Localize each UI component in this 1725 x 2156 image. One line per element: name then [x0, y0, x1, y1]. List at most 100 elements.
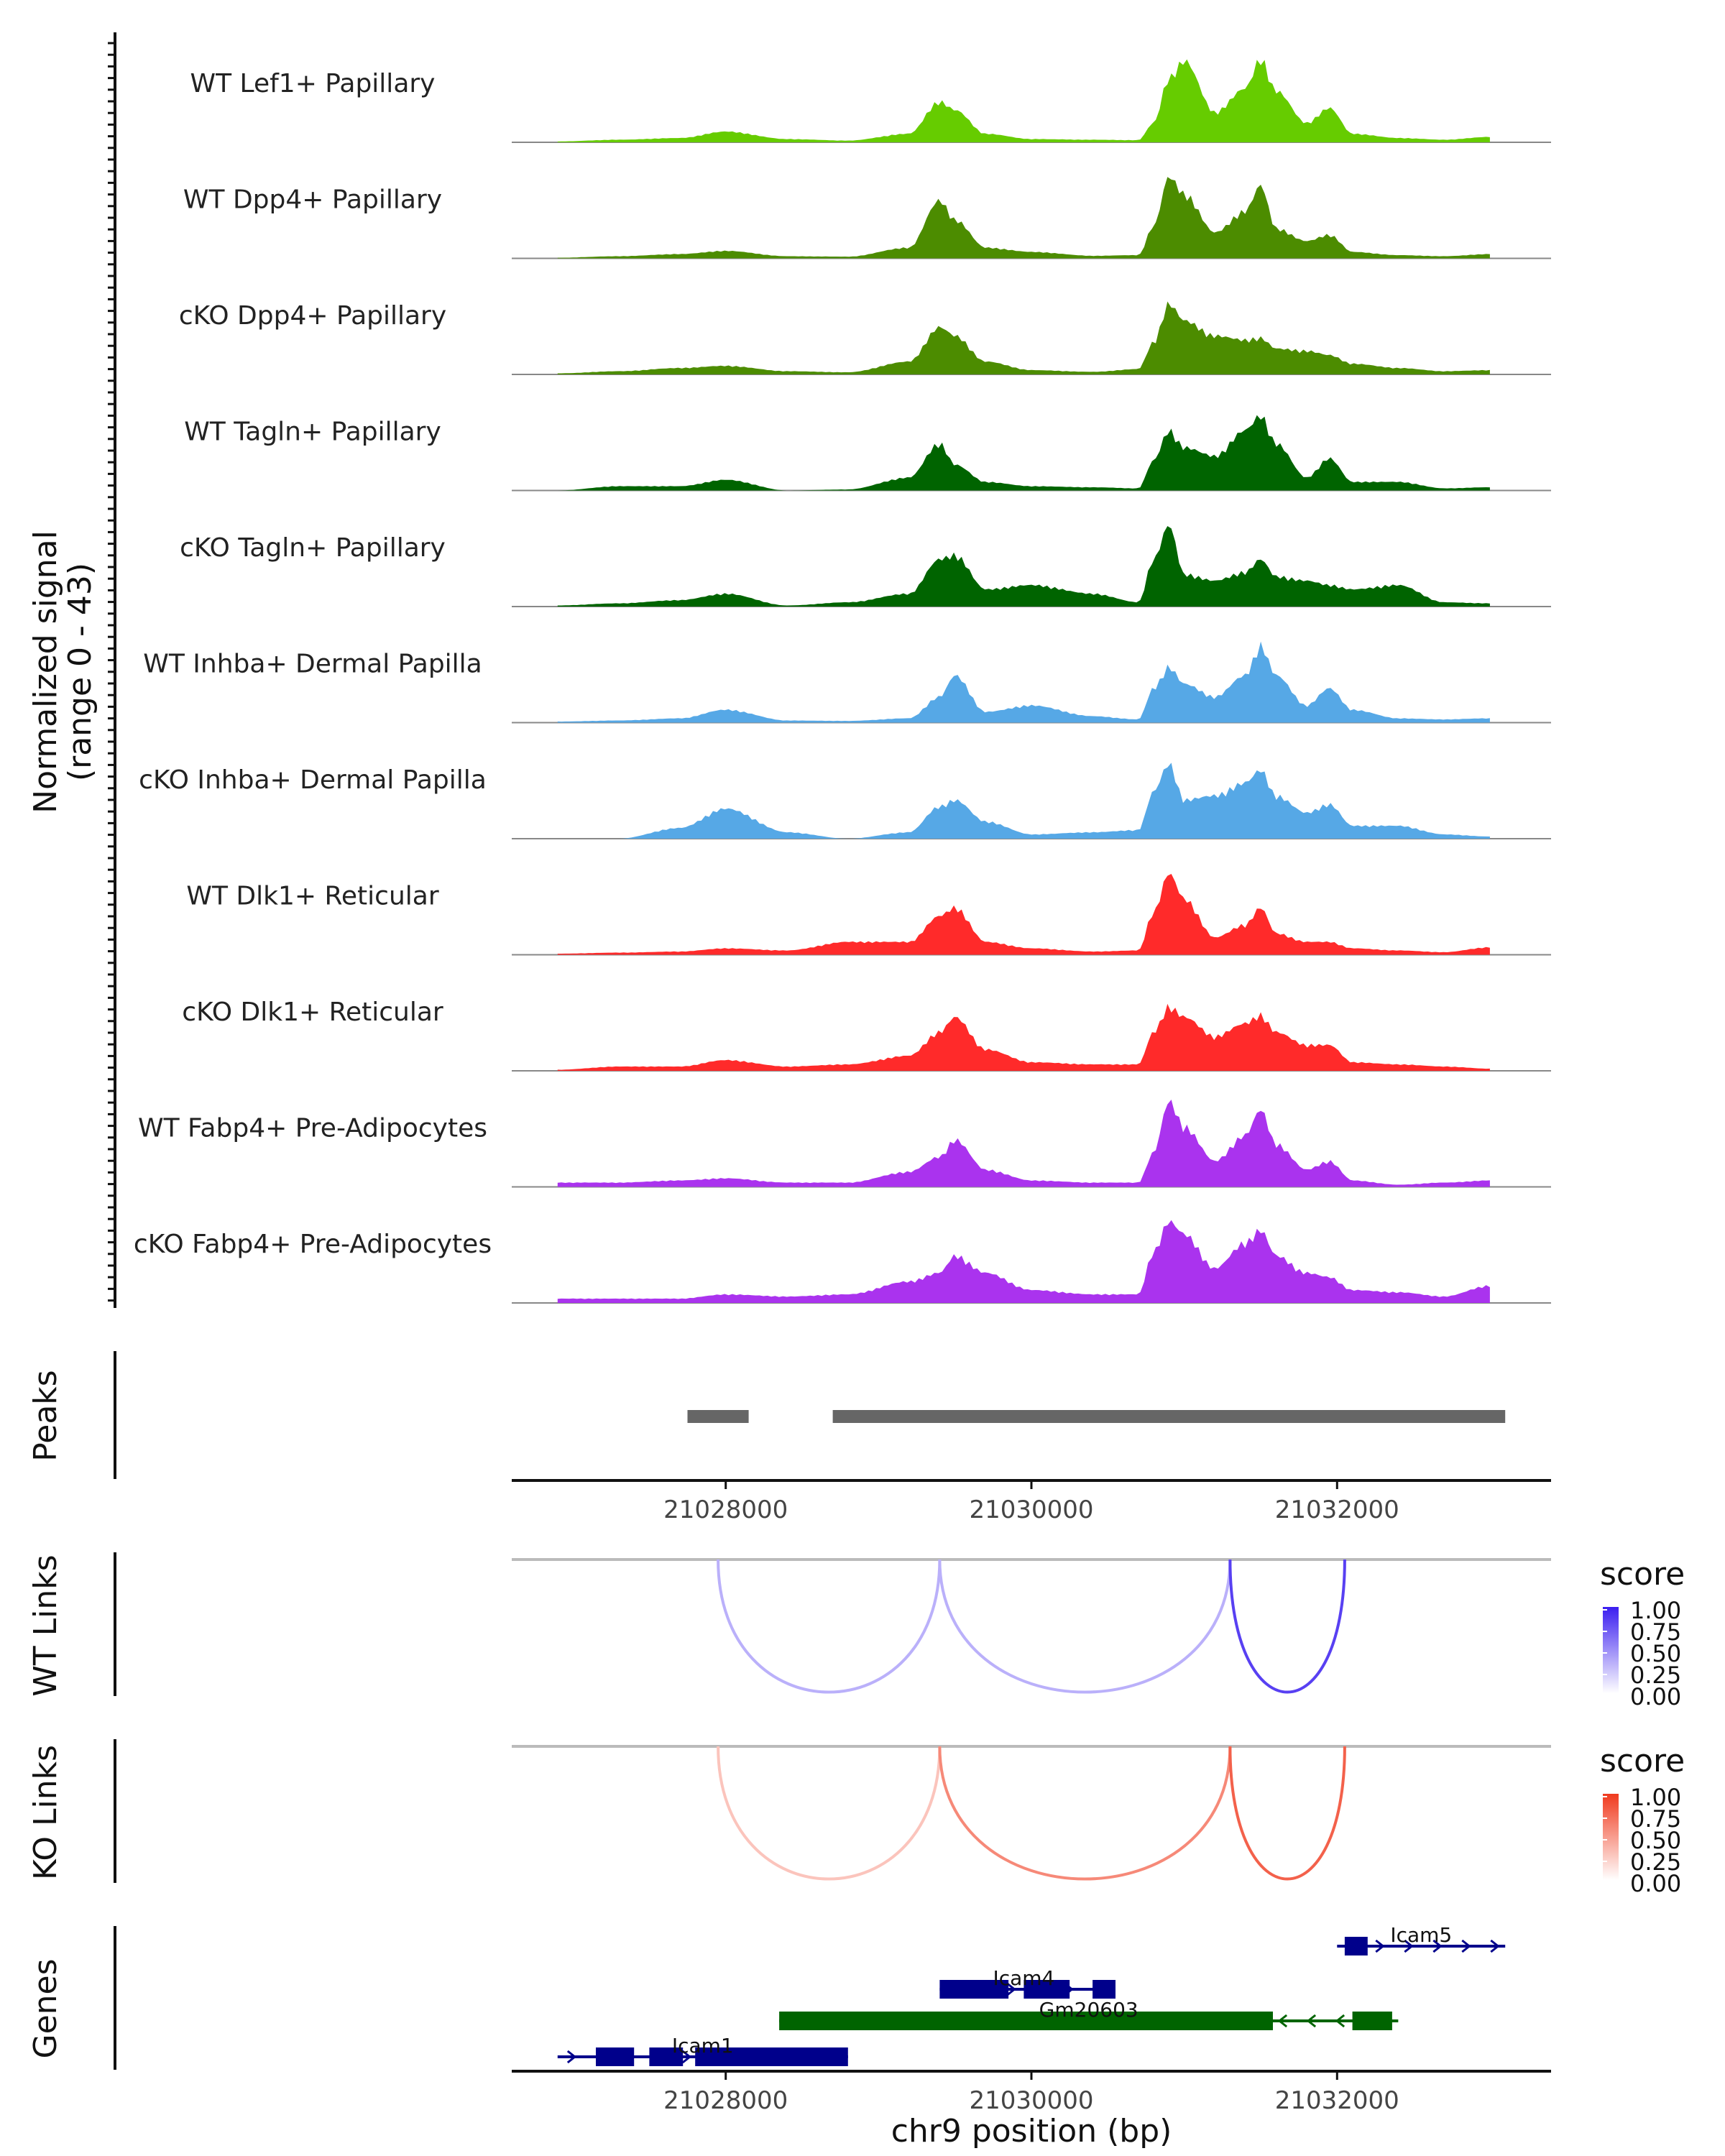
gene-exon [1344, 1937, 1368, 1955]
wt-links-label: WT Links [27, 1554, 64, 1696]
coverage-track: cKO Inhba+ Dermal Papilla [139, 763, 1551, 839]
coverage-area [557, 874, 1490, 955]
coverage-track: WT Inhba+ Dermal Papilla [143, 641, 1551, 724]
ko-links-label: KO Links [27, 1745, 64, 1880]
peaks-track [687, 1410, 1506, 1423]
legend-tick-label: 0.75 [1630, 1618, 1681, 1646]
wt-legend-title: score [1600, 1556, 1685, 1593]
legend-tick-label: 0.50 [1630, 1827, 1681, 1854]
coverage-y-axis [108, 32, 116, 1308]
gene-name: Icam1 [672, 2034, 734, 2058]
x-tick-label: 21028000 [663, 2086, 788, 2115]
gene-exon [1024, 1980, 1070, 1999]
x-axis-bottom: 21028000 21030000 21032000 [512, 2070, 1551, 2115]
peak-region [687, 1410, 749, 1423]
coverage-area [557, 1003, 1490, 1071]
coverage-ylabel-line1: Normalized signal [27, 530, 64, 814]
track-label: WT Inhba+ Dermal Papilla [143, 650, 482, 679]
coverage-track: WT Fabp4+ Pre-Adipocytes [138, 1100, 1551, 1188]
coverage-track: WT Lef1+ Papillary [190, 59, 1551, 143]
x-tick-label: 21032000 [1275, 1496, 1399, 1524]
strand-chevron [1404, 1939, 1414, 1953]
gene-exon [779, 2012, 1273, 2030]
coverage-area [557, 641, 1490, 723]
x-axis-top: 21028000 21030000 21032000 [512, 1479, 1551, 1524]
gene-exon [695, 2047, 848, 2066]
legend-tick-label: 0.25 [1630, 1848, 1681, 1876]
strand-chevron [1277, 2014, 1288, 2028]
track-label: cKO Tagln+ Papillary [180, 533, 446, 563]
coverage-area [557, 415, 1490, 491]
gene-exon [939, 1980, 1009, 1999]
track-label: cKO Fabp4+ Pre-Adipocytes [134, 1230, 492, 1259]
strand-chevron [1461, 1939, 1471, 1953]
ko-score-legend: score 1.000.750.500.250.00 [1600, 1743, 1685, 1897]
ko-legend-ticks: 1.000.750.500.250.00 [1603, 1784, 1681, 1897]
strand-chevron [1006, 1982, 1016, 1996]
track-label: cKO Inhba+ Dermal Papilla [139, 765, 487, 795]
link-arc [1228, 1746, 1346, 1881]
gene-model: Icam4 [939, 1966, 1116, 1999]
track-label: WT Dpp4+ Papillary [183, 185, 442, 215]
coverage-track: WT Tagln+ Papillary [184, 415, 1551, 492]
coverage-y-ticks [108, 42, 115, 1302]
legend-tick-label: 0.25 [1630, 1662, 1681, 1689]
strand-chevron [1306, 2014, 1317, 2028]
peaks-label: Peaks [27, 1370, 64, 1461]
strand-chevron [681, 2050, 692, 2064]
x-tick-label: 21032000 [1275, 2086, 1399, 2115]
gene-exon [649, 2047, 684, 2066]
legend-tick-label: 1.00 [1630, 1597, 1681, 1624]
coverage-area [557, 763, 1490, 839]
x-tick-label: 21030000 [969, 1496, 1093, 1524]
track-label: WT Dlk1+ Reticular [186, 882, 438, 911]
gene-exon [1352, 2012, 1392, 2030]
coverage-track: cKO Dlk1+ Reticular [182, 998, 1551, 1072]
wt-links-track [717, 1559, 1346, 1694]
coverage-area [557, 526, 1490, 607]
coverage-track: cKO Dpp4+ Papillary [179, 301, 1551, 375]
track-label: cKO Dpp4+ Papillary [179, 301, 446, 331]
ko-legend-title: score [1600, 1743, 1685, 1779]
link-arc [938, 1746, 1232, 1881]
coverage-track: WT Dpp4+ Papillary [183, 177, 1551, 259]
coverage-track: cKO Tagln+ Papillary [180, 526, 1551, 607]
genes-label: Genes [27, 1958, 64, 2058]
wt-score-legend: score 1.000.750.500.250.00 [1600, 1556, 1685, 1710]
track-label: WT Fabp4+ Pre-Adipocytes [138, 1114, 487, 1143]
gene-exon [596, 2047, 635, 2066]
legend-tick-label: 1.00 [1630, 1784, 1681, 1811]
coverage-area [557, 1220, 1490, 1303]
gene-name: Icam4 [993, 1966, 1054, 1990]
gene-name: Gm20603 [1039, 1998, 1138, 2022]
peak-region [832, 1410, 1506, 1423]
strand-chevron [1375, 1939, 1385, 1953]
ko-legend-colorbar [1603, 1794, 1619, 1880]
track-label: cKO Dlk1+ Reticular [182, 998, 443, 1027]
legend-tick-label: 0.00 [1630, 1870, 1681, 1897]
coverage-area [557, 301, 1490, 374]
legend-tick-label: 0.75 [1630, 1805, 1681, 1833]
coverage-tracks: WT Lef1+ Papillary WT Dpp4+ Papillary cKO … [134, 59, 1551, 1304]
gene-model: Icam1 [557, 2034, 848, 2066]
legend-tick-label: 0.00 [1630, 1683, 1681, 1710]
ko-links-track [717, 1746, 1346, 1881]
strand-chevron [1490, 1939, 1500, 1953]
link-arc [717, 1746, 942, 1881]
x-tick-label: 21030000 [969, 2086, 1093, 2115]
coverage-area [557, 59, 1490, 142]
link-arc [717, 1559, 942, 1694]
gene-exon [1092, 1980, 1116, 1999]
legend-tick-label: 0.50 [1630, 1640, 1681, 1667]
strand-chevron [566, 2050, 577, 2064]
track-label: WT Tagln+ Papillary [184, 418, 441, 447]
coverage-ylabel-line2: (range 0 - 43) [62, 563, 98, 781]
strand-chevron [1432, 1939, 1443, 1953]
gene-model: Gm20603 [779, 1998, 1399, 2030]
coverage-area [557, 1100, 1490, 1187]
wt-legend-colorbar [1603, 1607, 1619, 1693]
coverage-area [557, 177, 1490, 259]
gene-name: Icam5 [1390, 1923, 1452, 1947]
coverage-track: cKO Fabp4+ Pre-Adipocytes [134, 1220, 1551, 1304]
